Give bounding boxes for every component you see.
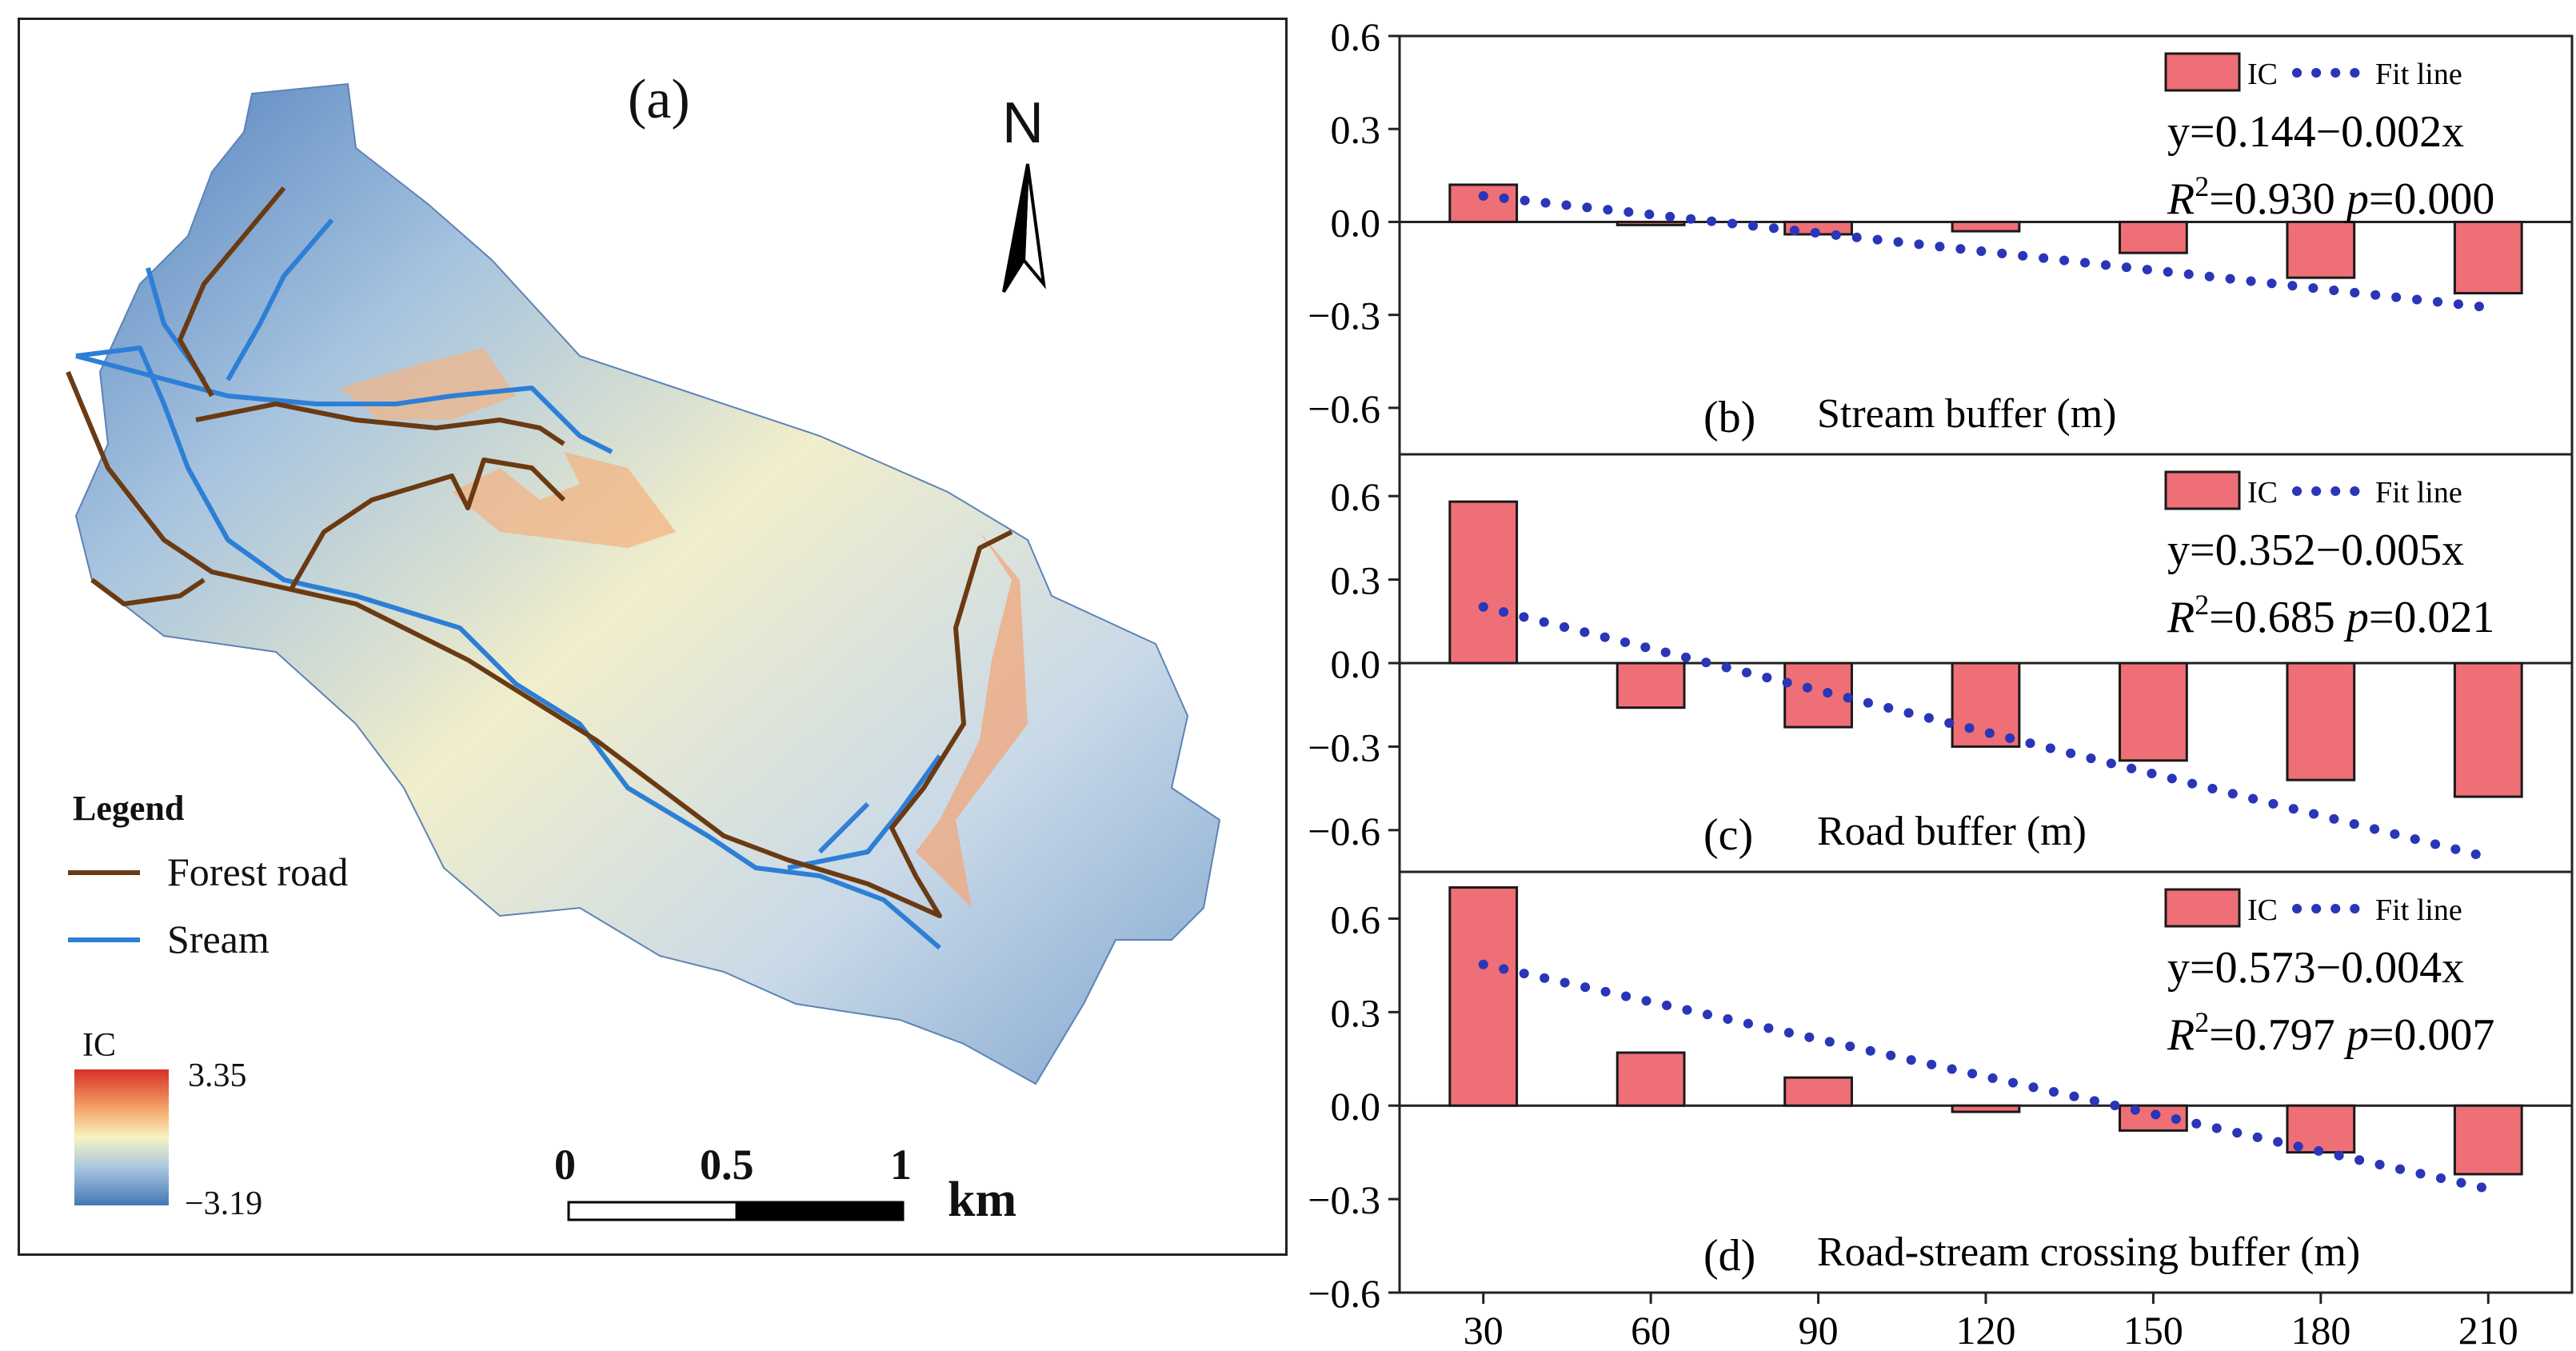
scale-bar (567, 1201, 905, 1221)
legend-swatch-ic (2164, 470, 2241, 510)
y-tick-label: 0.6 (1331, 897, 1381, 941)
chart-panel-b: 0.6 0.3 0.0 −0.3 −0.6 IC Fit line y=0.144−0.002… (1308, 14, 2574, 456)
y-tick-label: −0.6 (1308, 386, 1380, 431)
x-tick-label: 210 (2458, 1308, 2518, 1351)
colorbar-max-label: 3.35 (188, 1057, 247, 1094)
fit-equation: y=0.573−0.004x (2167, 943, 2464, 993)
bar-90 (1783, 1076, 1853, 1107)
x-axis-label: Stream buffer (m) (1817, 391, 2116, 437)
x-tick-label: 180 (2290, 1308, 2350, 1351)
forest-road-network (66, 186, 1013, 918)
panel-label: (d) (1703, 1231, 1755, 1281)
x-axis-label: Road-stream crossing buffer (m) (1817, 1229, 2360, 1275)
bar-30 (1448, 885, 1519, 1107)
legend-title: Legend (73, 789, 185, 828)
fit-statistics: R2=0.685 p=0.021 (2167, 589, 2494, 642)
bar-60 (1615, 220, 1686, 226)
bar-30 (1448, 183, 1519, 223)
fit-line (1478, 190, 2494, 313)
high-ic-zone-east (916, 532, 1028, 908)
x-tick-label: 30 (1464, 1308, 1504, 1351)
y-tick-label: 0.6 (1331, 14, 1381, 59)
fit-statistics: R2=0.797 p=0.007 (2167, 1006, 2494, 1060)
x-tick-label: 60 (1631, 1308, 1671, 1351)
bar-150 (2119, 662, 2188, 762)
bar-120 (1951, 1104, 2021, 1113)
fit-equation: y=0.352−0.005x (2167, 526, 2464, 575)
bar-180 (2286, 220, 2356, 279)
bar-120 (1951, 220, 2021, 233)
legend-label-forest-road: Forest road (167, 849, 349, 894)
y-tick-label: 0.3 (1331, 107, 1381, 152)
panel-label: (c) (1703, 810, 1753, 860)
bar-210 (2453, 220, 2523, 295)
legend-swatch-ic (2164, 52, 2241, 92)
x-tick-label: 150 (2123, 1308, 2183, 1351)
legend-label-stream: Sream (167, 917, 270, 961)
bar-90 (1783, 662, 1853, 729)
x-tick-label: 120 (1956, 1308, 2016, 1351)
colorbar-title: IC (82, 1027, 116, 1064)
bar-charts: 0.6 0.3 0.0 −0.3 −0.6 IC Fit line y=0.144−0.002… (1308, 14, 2574, 1351)
y-tick-label: −0.3 (1308, 1177, 1380, 1222)
ic-colorbar (74, 1069, 169, 1205)
legend-label-ic: IC (2247, 476, 2278, 510)
y-tick-label: −0.6 (1308, 809, 1380, 853)
y-tick-label: −0.6 (1308, 1271, 1380, 1316)
panel-label: (b) (1703, 393, 1755, 442)
legend-label-ic: IC (2247, 893, 2278, 927)
bar-150 (2119, 220, 2188, 254)
x-axis-label: Road buffer (m) (1817, 809, 2087, 854)
watershed-map (66, 82, 1221, 1221)
chart-panel-d: 0.6 0.3 0.0 −0.3 −0.6 IC Fit line y=0.573−0.004… (1308, 870, 2574, 1316)
y-tick-label: 0.0 (1331, 1084, 1381, 1129)
bar-210 (2453, 1104, 2523, 1176)
bar-180 (2286, 662, 2356, 781)
fit-line (1478, 959, 2494, 1194)
north-label: N (1002, 91, 1044, 155)
y-tick-label: 0.0 (1331, 200, 1381, 245)
north-arrow-icon (1002, 163, 1046, 294)
map-panel: (a) N Legend Forest road Sream IC 3.35 −… (18, 18, 1288, 1256)
chart-panel-c: 0.6 0.3 0.0 −0.3 −0.6 IC Fit line y=0.352−0.005… (1308, 453, 2574, 873)
y-tick-label: 0.6 (1331, 474, 1381, 519)
bar-60 (1615, 662, 1686, 709)
bar-60 (1615, 1051, 1686, 1107)
map-panel-label: (a) (628, 69, 690, 130)
bar-30 (1448, 500, 1519, 665)
colorbar-min-label: −3.19 (185, 1185, 263, 1222)
legend-label-fit-line: Fit line (2375, 893, 2462, 927)
x-tick-label: 90 (1799, 1308, 1839, 1351)
scale-tick-0: 0 (554, 1141, 576, 1189)
fit-equation: y=0.144−0.002x (2167, 107, 2464, 157)
legend-label-ic: IC (2247, 58, 2278, 91)
fit-statistics: R2=0.930 p=0.000 (2167, 170, 2494, 224)
y-tick-label: 0.0 (1331, 642, 1381, 686)
y-tick-label: 0.3 (1331, 990, 1381, 1035)
scale-unit: km (948, 1173, 1017, 1227)
legend-swatch-ic (2164, 888, 2241, 928)
y-tick-label: −0.3 (1308, 294, 1380, 338)
legend-label-fit-line: Fit line (2375, 58, 2462, 91)
y-tick-label: 0.3 (1331, 558, 1381, 603)
fit-line (1478, 602, 2494, 862)
y-tick-label: −0.3 (1308, 725, 1380, 769)
scale-tick-1: 1 (890, 1141, 912, 1189)
bar-210 (2453, 662, 2523, 798)
scale-tick-0-5: 0.5 (700, 1141, 754, 1189)
legend-label-fit-line: Fit line (2375, 476, 2462, 510)
